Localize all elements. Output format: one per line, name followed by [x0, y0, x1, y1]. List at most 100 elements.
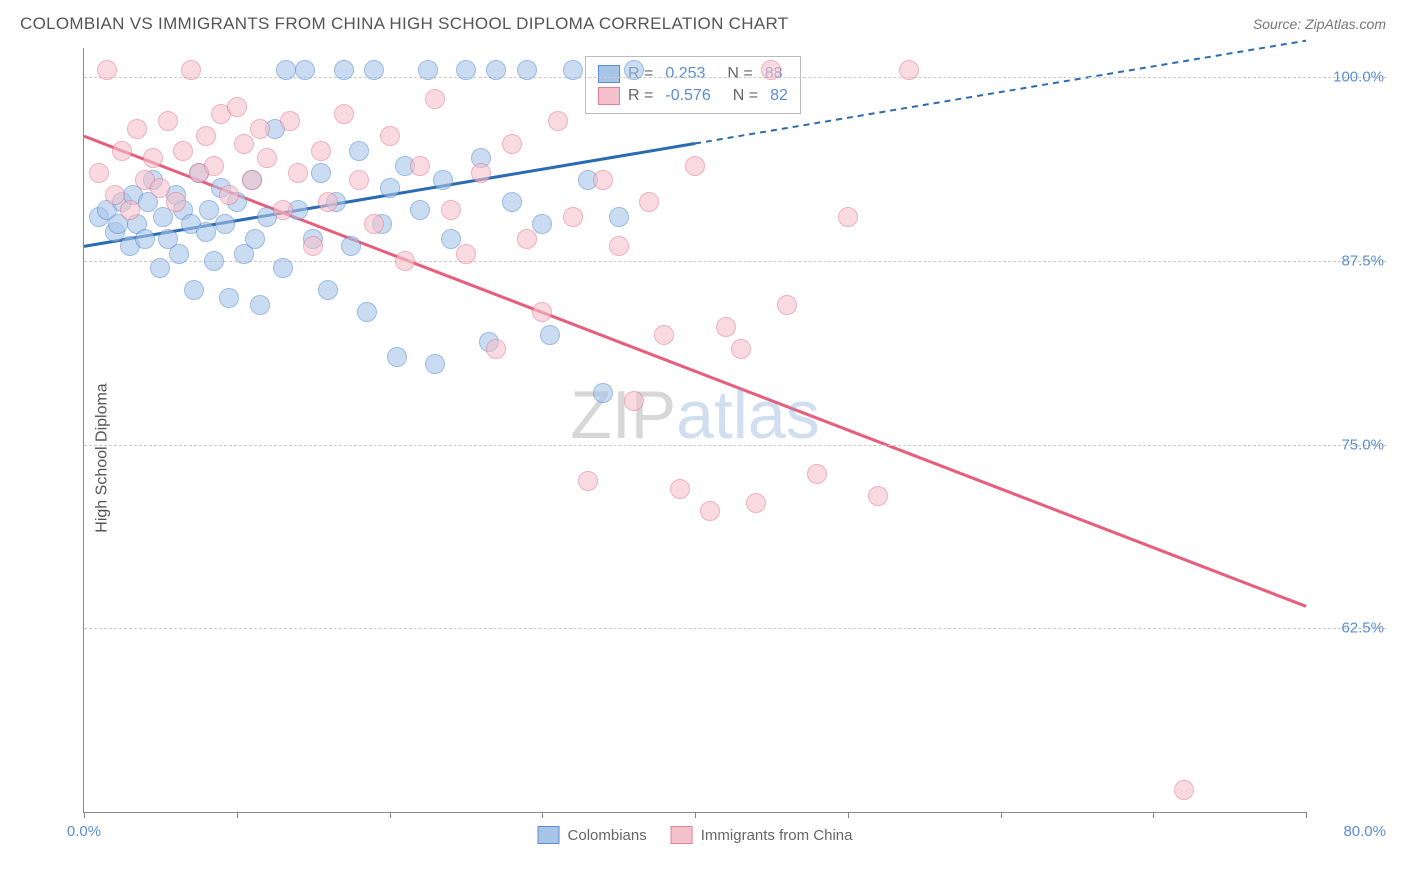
x-tick	[542, 812, 543, 818]
data-point	[746, 493, 766, 513]
data-point	[425, 354, 445, 374]
legend-r-value: 0.253	[665, 65, 705, 83]
data-point	[250, 119, 270, 139]
data-point	[624, 391, 644, 411]
data-point	[364, 214, 384, 234]
data-point	[215, 214, 235, 234]
data-point	[532, 302, 552, 322]
data-point	[311, 163, 331, 183]
data-point	[517, 229, 537, 249]
series-legend: Colombians Immigrants from China	[538, 826, 853, 844]
data-point	[486, 60, 506, 80]
data-point	[441, 200, 461, 220]
data-point	[219, 288, 239, 308]
legend-row: R = -0.576N = 82	[598, 85, 788, 107]
data-point	[380, 126, 400, 146]
x-tick-label: 80.0%	[1343, 823, 1386, 840]
legend-r-label: R =	[628, 87, 653, 105]
data-point	[341, 236, 361, 256]
x-tick	[848, 812, 849, 818]
chart-source: Source: ZipAtlas.com	[1253, 16, 1386, 32]
legend-swatch	[538, 826, 560, 844]
y-tick-label: 87.5%	[1341, 253, 1384, 270]
chart-container: High School Diploma ZIPatlas R = 0.253N …	[20, 48, 1386, 868]
data-point	[418, 60, 438, 80]
data-point	[273, 200, 293, 220]
data-point	[276, 60, 296, 80]
data-point	[143, 148, 163, 168]
data-point	[196, 126, 216, 146]
data-point	[318, 192, 338, 212]
data-point	[173, 141, 193, 161]
data-point	[654, 325, 674, 345]
data-point	[899, 60, 919, 80]
data-point	[380, 178, 400, 198]
data-point	[517, 60, 537, 80]
data-point	[303, 236, 323, 256]
legend-n-label: N =	[733, 87, 758, 105]
data-point	[624, 60, 644, 80]
data-point	[609, 236, 629, 256]
data-point	[127, 119, 147, 139]
y-tick-label: 100.0%	[1333, 69, 1384, 86]
data-point	[731, 339, 751, 359]
data-point	[868, 486, 888, 506]
data-point	[456, 60, 476, 80]
data-point	[471, 163, 491, 183]
data-point	[502, 134, 522, 154]
data-point	[838, 207, 858, 227]
data-point	[578, 471, 598, 491]
data-point	[761, 60, 781, 80]
data-point	[639, 192, 659, 212]
x-tick	[390, 812, 391, 818]
data-point	[357, 302, 377, 322]
data-point	[700, 501, 720, 521]
chart-header: COLOMBIAN VS IMMIGRANTS FROM CHINA HIGH …	[0, 0, 1406, 40]
data-point	[395, 251, 415, 271]
legend-n-value: 82	[770, 87, 788, 105]
data-point	[150, 258, 170, 278]
series-legend-label: Immigrants from China	[701, 827, 853, 844]
data-point	[166, 192, 186, 212]
x-tick	[1306, 812, 1307, 818]
legend-swatch	[598, 87, 620, 105]
data-point	[135, 229, 155, 249]
data-point	[349, 141, 369, 161]
data-point	[245, 229, 265, 249]
data-point	[685, 156, 705, 176]
plot-area: ZIPatlas R = 0.253N = 88R = -0.576N = 82…	[83, 48, 1306, 813]
y-tick-label: 62.5%	[1341, 620, 1384, 637]
x-tick-label: 0.0%	[67, 823, 101, 840]
x-tick	[237, 812, 238, 818]
data-point	[219, 185, 239, 205]
data-point	[169, 244, 189, 264]
data-point	[280, 111, 300, 131]
data-point	[593, 383, 613, 403]
x-tick	[695, 812, 696, 818]
data-point	[273, 258, 293, 278]
data-point	[387, 347, 407, 367]
data-point	[318, 280, 338, 300]
data-point	[456, 244, 476, 264]
data-point	[1174, 780, 1194, 800]
data-point	[120, 200, 140, 220]
y-tick-label: 75.0%	[1341, 436, 1384, 453]
data-point	[502, 192, 522, 212]
data-point	[242, 170, 262, 190]
series-legend-label: Colombians	[568, 827, 647, 844]
data-point	[196, 222, 216, 242]
legend-swatch	[598, 65, 620, 83]
data-point	[548, 111, 568, 131]
data-point	[563, 60, 583, 80]
data-point	[234, 134, 254, 154]
data-point	[112, 141, 132, 161]
data-point	[257, 148, 277, 168]
data-point	[158, 111, 178, 131]
data-point	[204, 156, 224, 176]
gridline	[84, 628, 1386, 629]
data-point	[670, 479, 690, 499]
data-point	[609, 207, 629, 227]
data-point	[425, 89, 445, 109]
data-point	[593, 170, 613, 190]
legend-n-label: N =	[727, 65, 752, 83]
